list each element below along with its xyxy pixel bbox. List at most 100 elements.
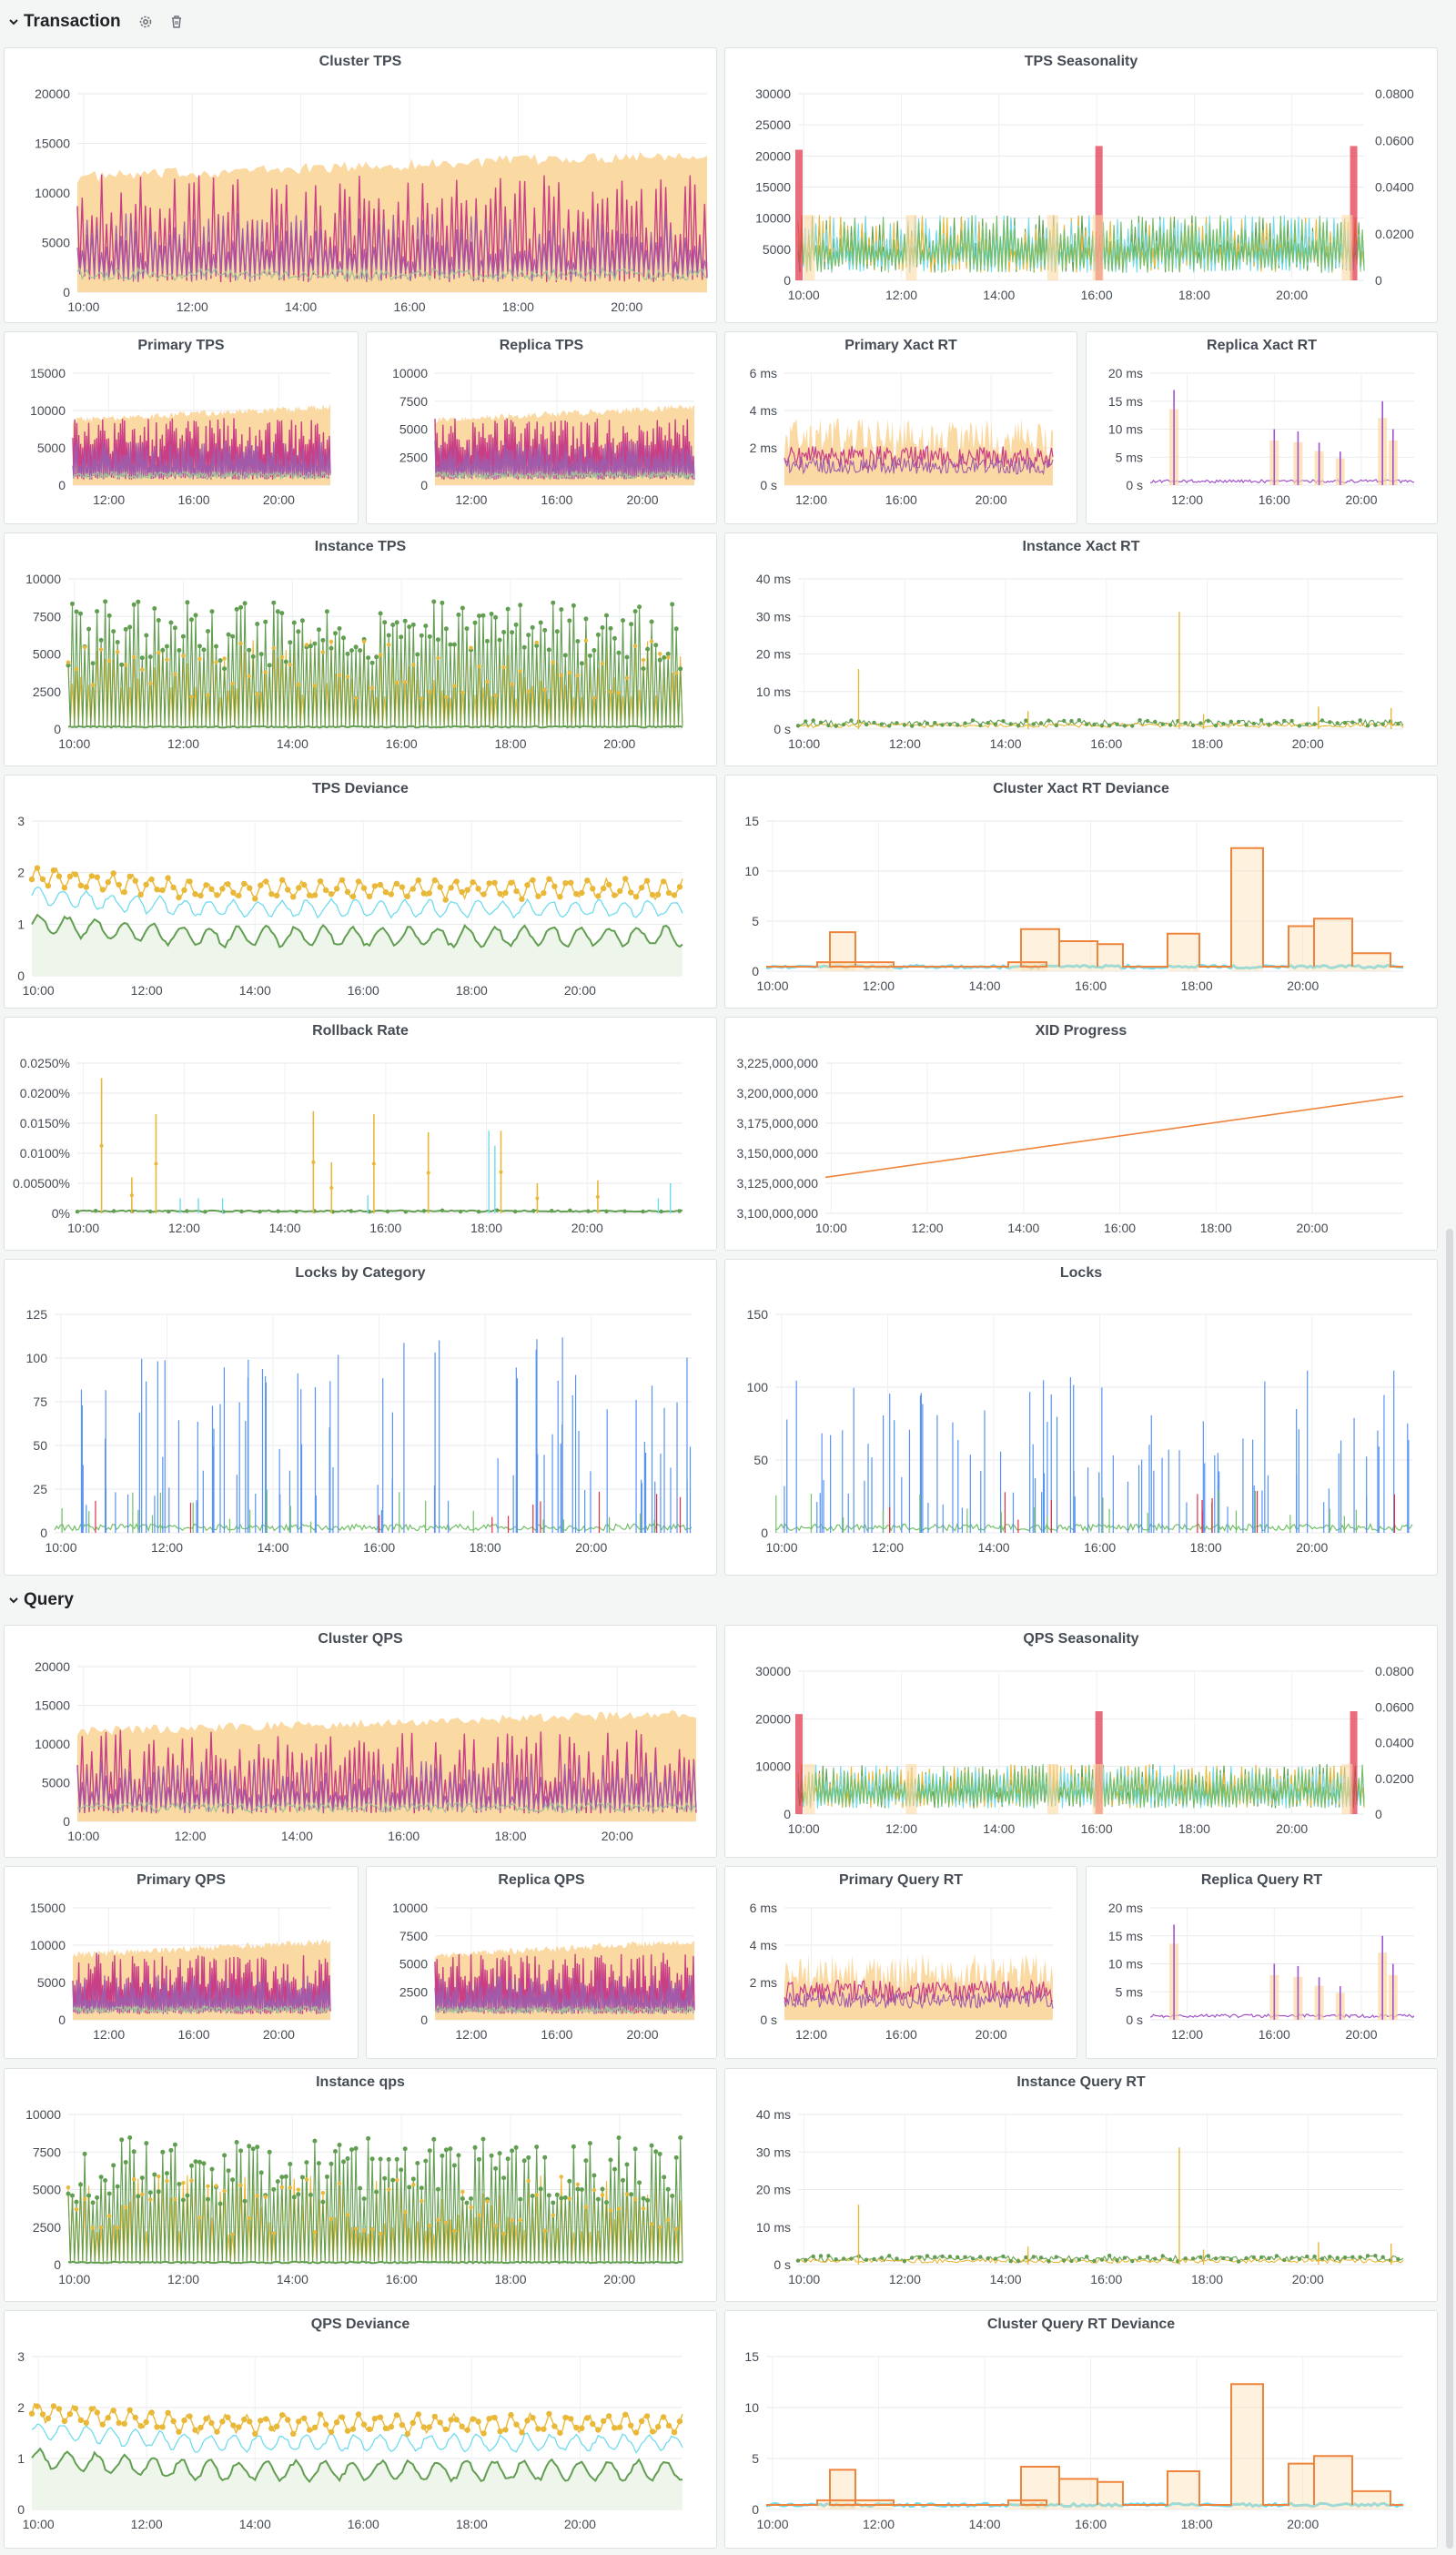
series-point [428,2224,432,2228]
panel-replica-tps[interactable]: 0 2500 5000 7500 10000 12:00 16:00 20:00 Replica… [366,331,717,524]
series-point [279,611,285,616]
series-point [459,888,465,896]
series-point [530,877,536,884]
panel-instance-qps[interactable]: 0 2500 5000 7500 10000 10:00 12:00 14:00 16:00 18… [4,2068,717,2302]
series-point [1320,718,1325,723]
panel-title[interactable]: Primary QPS [136,1872,226,1888]
series-point [341,2159,346,2165]
series-point [1342,2255,1348,2260]
series-point [526,2178,531,2184]
panel-title[interactable]: Replica Xact RT [1207,338,1317,353]
panel-replica-qps[interactable]: 0 2500 5000 7500 10000 12:00 16:00 20:00 Replica… [366,1866,717,2059]
x-tick-label: 20:00 [626,2027,658,2042]
panel-title[interactable]: Primary Query RT [838,1872,964,1888]
panel-title[interactable]: Locks by Category [295,1265,426,1281]
panel-title[interactable]: Cluster Query RT Deviance [986,2317,1176,2332]
row-header-query[interactable]: Query [0,1582,74,1618]
panel-title[interactable]: Cluster TPS [318,54,402,69]
panel-xid-progress[interactable]: 3,100,000,000 3,125,000,000 3,150,000,000 3… [724,1017,1438,1251]
series-group [824,1095,1404,1179]
panel-title[interactable]: Rollback Rate [312,1023,409,1039]
panel-tps-seasonality[interactable]: 0 5000 10000 15000 20000 25000 30000 0 0.0200 0.0… [724,47,1438,323]
panel-title[interactable]: Cluster QPS [318,1631,403,1647]
series-point [230,2422,237,2428]
panel-cluster-tps[interactable]: 0 5000 10000 15000 20000 10:00 12:00 14:00 16:00… [4,47,717,323]
series-point [653,2149,659,2155]
panel-title[interactable]: Primary Xact RT [844,338,957,353]
series-point [518,669,522,674]
panel-title[interactable]: Replica QPS [498,1872,585,1888]
series-point [349,648,354,654]
panel-primary-query-rt[interactable]: 0 s 2 ms 4 ms 6 ms 12:00 16:00 20:00 Primary Qu… [724,1866,1077,2059]
panel-tps-deviance[interactable]: 0 1 2 3 10:00 12:00 14:00 16:00 18:00 20:00 TPS De… [4,775,717,1009]
panel-qps-seasonality[interactable]: 0 10000 20000 30000 0 0.0200 0.0400 0.0600 0.080… [724,1625,1438,1858]
panel-title[interactable]: Replica Query RT [1200,1872,1323,1888]
series-point [524,882,531,888]
gear-icon[interactable] [137,14,154,30]
panel-title[interactable]: XID Progress [1035,1023,1127,1039]
series-point [872,720,876,725]
panel-title[interactable]: QPS Seasonality [1023,1631,1139,1647]
series-point [530,624,535,630]
panel-title[interactable]: Locks [1059,1265,1103,1281]
series-point [653,643,659,648]
series-point [86,626,92,632]
panel-title[interactable]: Instance TPS [314,539,407,554]
panel-title[interactable]: Instance Query RT [1016,2074,1146,2090]
panel-instance-query-rt[interactable]: 0 s 10 ms 20 ms 30 ms 40 ms 10:00 12:00 14:00 16… [724,2068,1438,2302]
panel-cluster-xact-rt-deviance[interactable]: 0 5 10 15 10:00 12:00 14:00 16:00 18:00 20:00 Clus… [724,775,1438,1009]
series-point [308,644,313,649]
panel-title[interactable]: Primary TPS [137,338,225,353]
panel-title[interactable]: QPS Deviance [310,2317,410,2332]
panel-primary-tps[interactable]: 0 5000 10000 15000 12:00 16:00 20:00 Primary TP… [4,331,359,524]
x-tick-label: 10:00 [815,1221,847,1235]
series-point [606,881,612,888]
panel-replica-xact-rt[interactable]: 0 s 5 ms 10 ms 15 ms 20 ms 12:00 16:00 20:00 Rep… [1086,331,1438,524]
panel-title[interactable]: Cluster Xact RT Deviance [993,781,1169,796]
series-point [464,887,470,893]
panel-instance-tps[interactable]: 0 2500 5000 7500 10000 10:00 12:00 14:00 16:00 18… [4,532,717,766]
panel-primary-qps[interactable]: 0 5000 10000 15000 12:00 16:00 20:00 Primary QP… [4,1866,359,2059]
series-point [70,601,75,606]
panel-title[interactable]: Instance qps [316,2074,405,2090]
panel-title[interactable]: TPS Seasonality [1024,54,1138,69]
panel-instance-xact-rt[interactable]: 0 s 10 ms 20 ms 30 ms 40 ms 10:00 12:00 14:00 16… [724,532,1438,766]
series-line [1149,2013,1415,2019]
series-point [632,644,638,648]
trash-icon[interactable] [168,14,185,30]
panel-title[interactable]: Instance Xact RT [1022,539,1140,554]
series-point [353,644,359,650]
series-point [177,648,182,653]
panel-title[interactable]: Replica TPS [499,338,584,353]
page-scrollbar[interactable] [1446,1229,1453,2549]
series-point [497,2428,503,2435]
y-tick-label: 5000 [42,236,70,250]
series-line [434,440,695,480]
panel-primary-xact-rt[interactable]: 0 s 2 ms 4 ms 6 ms 12:00 16:00 20:00 Primary Xa… [724,331,1077,524]
series-line [824,1095,1404,1179]
series-point [641,2206,646,2211]
series-point [665,651,671,656]
series-point [411,2183,416,2187]
series-group [1149,390,1415,485]
series-point [222,656,227,661]
series-point [902,2259,907,2264]
panel-title[interactable]: TPS Deviance [312,781,409,796]
series-point [308,2192,313,2197]
panel-cluster-query-rt-deviance[interactable]: 0 5 10 15 10:00 12:00 14:00 16:00 18:00 20:00 Clus… [724,2310,1438,2549]
panel-locks-by-category[interactable]: 0 25 50 75 100 125 10:00 12:00 14:00 16:00 18:00 20… [4,1259,717,1576]
panel-cluster-qps[interactable]: 0 5000 10000 15000 20000 10:00 12:00 14:00 16:00… [4,1625,717,1858]
panel-replica-query-rt[interactable]: 0 s 5 ms 10 ms 15 ms 20 ms 12:00 16:00 20:00 Rep… [1086,1866,1438,2059]
series-point [209,2166,215,2172]
series-point [358,648,363,654]
chevron-down-icon[interactable] [7,15,20,28]
panel-qps-deviance[interactable]: 0 1 2 3 10:00 12:00 14:00 16:00 18:00 20:00 QPS De… [4,2310,717,2549]
panel-locks[interactable]: 0 50 100 150 10:00 12:00 14:00 16:00 18:00 20:00 L… [724,1259,1438,1576]
x-tick-label: 16:00 [363,1540,395,1555]
chevron-down-icon[interactable] [7,1594,20,1607]
series-point [1138,718,1142,723]
y-tick-label: 10000 [755,1759,791,1774]
row-header-transaction[interactable]: Transaction [0,4,185,40]
panel-rollback-rate[interactable]: 0% 0.00500% 0.0100% 0.0150% 0.0200% 0.0250% 10… [4,1017,717,1251]
y-tick-label: 25000 [755,117,791,132]
